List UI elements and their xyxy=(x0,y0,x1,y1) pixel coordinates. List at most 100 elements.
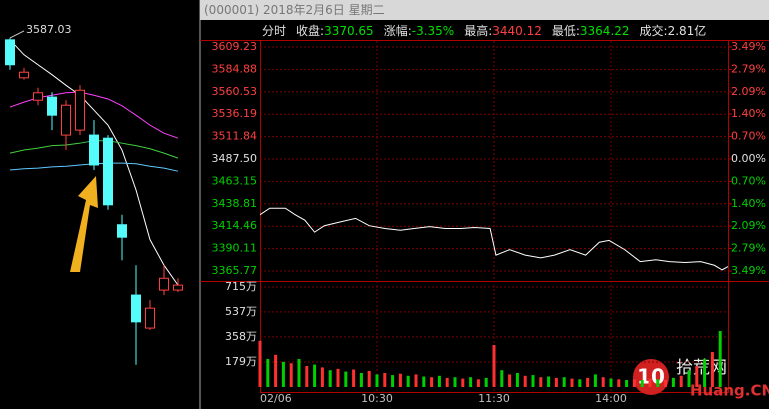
info-label: 收盘: xyxy=(296,24,325,38)
candle-body xyxy=(145,307,155,329)
volume-bar xyxy=(679,375,683,387)
volume-bar xyxy=(375,374,379,387)
volume-bar xyxy=(687,370,691,387)
y-tick-label: 3414.46 xyxy=(212,219,258,232)
y2-tick-label: 1.40% xyxy=(731,197,766,210)
volume-bar xyxy=(632,379,636,387)
candle-body xyxy=(103,137,113,206)
volume-bar xyxy=(601,377,605,387)
volume-bar xyxy=(640,380,644,387)
volume-bar xyxy=(508,374,512,387)
volume-bar xyxy=(274,354,278,387)
volume-bar xyxy=(336,368,340,387)
volume-bar xyxy=(492,345,496,387)
info-value: 3440.12 xyxy=(492,24,542,38)
volume-bar xyxy=(281,361,285,387)
volume-bar xyxy=(391,375,395,387)
candle-body xyxy=(173,284,183,291)
volume-bar xyxy=(313,364,317,387)
candle-body xyxy=(75,89,85,131)
volume-bar xyxy=(453,377,457,387)
y-tick-label: 3609.23 xyxy=(212,40,258,53)
volume-bar xyxy=(547,376,551,387)
info-value: 3370.65 xyxy=(324,24,374,38)
y-tick-label: 358万 xyxy=(225,330,257,343)
volume-bar xyxy=(461,378,465,387)
candle-body xyxy=(47,96,57,116)
volume-bar xyxy=(523,375,527,387)
price-line xyxy=(259,207,729,271)
candle-body xyxy=(89,134,99,166)
y-tick-label: 3390.11 xyxy=(212,242,258,255)
high-label: 3587.03 xyxy=(26,23,72,36)
info-value: 3364.22 xyxy=(579,24,630,38)
info-label: 最高: xyxy=(464,24,493,38)
y2-tick-label: 2.09% xyxy=(731,219,766,232)
y-tick-label: 3584.88 xyxy=(212,62,258,75)
volume-bar xyxy=(289,363,293,387)
label-leader xyxy=(9,30,25,39)
y-tick-label: 3560.53 xyxy=(212,85,258,98)
info-item: 最高:3440.12 xyxy=(464,22,542,40)
y2-tick-label: 0.70% xyxy=(731,130,766,143)
volume-bar xyxy=(515,373,519,387)
volume-bar xyxy=(297,359,301,387)
candle-body xyxy=(117,224,127,238)
volume-bar xyxy=(406,375,410,387)
volume-bar xyxy=(383,373,387,387)
y-tick-label: 715万 xyxy=(225,280,257,293)
y-tick-label: 3487.50 xyxy=(212,152,258,165)
y-tick-label: 3438.81 xyxy=(212,197,258,210)
volume-bar xyxy=(554,377,558,387)
volume-bar xyxy=(593,374,597,387)
volume-bar xyxy=(445,377,449,387)
y-tick-label: 537万 xyxy=(225,305,257,318)
volume-bar xyxy=(695,366,699,387)
y2-tick-label: 0.00% xyxy=(731,152,766,165)
volume-bar xyxy=(718,331,722,387)
info-row: 分时 收盘:3370.65 涨幅:-3.35% 最高:3440.12 最低:3364.2… xyxy=(262,22,706,40)
y2-tick-label: 3.49% xyxy=(731,264,766,277)
volume-bar xyxy=(414,374,418,387)
y-tick-label: 3511.84 xyxy=(212,130,258,143)
arrow xyxy=(70,176,98,272)
volume-bar xyxy=(352,369,356,387)
volume-bar xyxy=(570,378,574,387)
volume-bar xyxy=(476,379,480,387)
volume-bar xyxy=(305,366,309,387)
y2-tick-label: 3.49% xyxy=(731,40,766,53)
volume-bar xyxy=(320,367,324,387)
volume-bar xyxy=(430,377,434,387)
candle-body xyxy=(19,71,29,79)
y2-tick-label: 1.40% xyxy=(731,107,766,120)
y2-tick-label: 2.79% xyxy=(731,242,766,255)
volume-bar xyxy=(617,379,621,387)
volume-bar xyxy=(648,378,652,387)
volume-bar xyxy=(671,377,675,387)
candle-body xyxy=(159,277,169,291)
y2-tick-label: 2.79% xyxy=(731,62,766,75)
candle-body xyxy=(131,294,141,323)
info-value: -3.35% xyxy=(411,24,455,38)
volume-bar xyxy=(344,371,348,387)
watermark-site: Huang.CN xyxy=(690,382,769,400)
y-tick-label: 3365.77 xyxy=(212,264,258,277)
volume-bar xyxy=(531,375,535,387)
x-tick-label: 02/06 xyxy=(260,392,292,405)
volume-bar xyxy=(562,377,566,387)
volume-bar xyxy=(422,376,426,387)
volume-bar xyxy=(703,359,707,387)
volume-bar xyxy=(266,359,270,387)
y2-tick-label: 2.09% xyxy=(731,85,766,98)
x-tick-label: 14:00 xyxy=(595,392,627,405)
info-label: 成交: xyxy=(639,24,668,38)
volume-bar xyxy=(437,375,441,387)
y-tick-label: 3536.19 xyxy=(212,107,258,120)
info-item: 涨幅:-3.35% xyxy=(384,22,455,40)
y-tick-label: 3463.15 xyxy=(212,174,258,187)
panel-divider xyxy=(199,0,201,409)
volume-bar xyxy=(359,373,363,387)
info-label: 最低: xyxy=(551,24,580,38)
candle-body xyxy=(61,104,71,136)
